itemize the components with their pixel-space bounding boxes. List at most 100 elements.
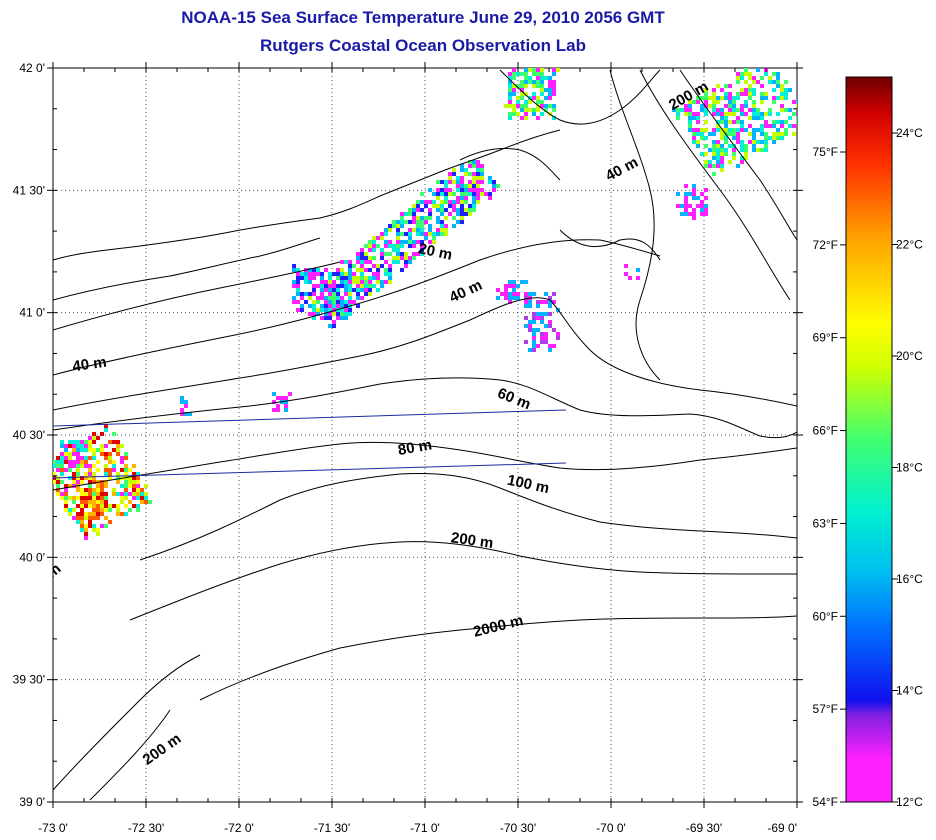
sst-pixel [480, 168, 484, 172]
sst-pixel [704, 104, 708, 108]
sst-pixel [516, 284, 520, 288]
sst-pixel [732, 104, 736, 108]
sst-pixel [328, 312, 332, 316]
sst-pixel [724, 92, 728, 96]
sst-pixel [136, 504, 140, 508]
sst-pixel [780, 136, 784, 140]
sst-pixel [520, 92, 524, 96]
sst-pixel [748, 84, 752, 88]
sst-pixel [276, 396, 280, 400]
sst-pixel [696, 140, 700, 144]
sst-pixel [88, 516, 92, 520]
sst-pixel [456, 212, 460, 216]
sst-pixel [440, 204, 444, 208]
lon-label: -69 0' [767, 821, 797, 835]
sst-pixel [684, 200, 688, 204]
sst-pixel [404, 256, 408, 260]
sst-pixel [740, 76, 744, 80]
sst-pixel [552, 72, 556, 76]
sst-pixel [396, 240, 400, 244]
sst-pixel [112, 448, 116, 452]
sst-pixel [528, 76, 532, 80]
sst-pixel [472, 192, 476, 196]
sst-pixel [72, 480, 76, 484]
sst-pixel [284, 400, 288, 404]
sst-pixel [104, 500, 108, 504]
sst-pixel [728, 144, 732, 148]
sst-pixel [552, 92, 556, 96]
sst-pixel [88, 448, 92, 452]
sst-pixel [744, 88, 748, 92]
sst-pixel [548, 320, 552, 324]
sst-pixel [700, 136, 704, 140]
sst-pixel [744, 92, 748, 96]
sst-pixel [296, 284, 300, 288]
sst-pixel [352, 264, 356, 268]
sst-pixel [324, 304, 328, 308]
sst-pixel [768, 80, 772, 84]
lon-label: -71 30' [314, 821, 350, 835]
sst-pixel [460, 220, 464, 224]
sst-pixel [768, 112, 772, 116]
sst-pixel [684, 212, 688, 216]
sst-pixel [80, 456, 84, 460]
sst-pixel [296, 308, 300, 312]
sst-pixel [360, 284, 364, 288]
sst-pixel [92, 528, 96, 532]
sst-pixel [408, 244, 412, 248]
sst-pixel [704, 208, 708, 212]
sst-pixel [440, 200, 444, 204]
sst-pixel [60, 444, 64, 448]
contour-200m [129, 541, 797, 621]
sst-pixel [540, 316, 544, 320]
sst-pixel [76, 444, 80, 448]
sst-pixel [728, 104, 732, 108]
sst-pixel [804, 124, 808, 128]
sst-pixel [108, 476, 112, 480]
sst-pixel [68, 484, 72, 488]
sst-pixel [324, 308, 328, 312]
sst-pixel [84, 492, 88, 496]
sst-pixel [364, 244, 368, 248]
sst-pixel [116, 504, 120, 508]
sst-pixel [396, 228, 400, 232]
sst-pixel [88, 464, 92, 468]
sst-pixel [468, 160, 472, 164]
sst-pixel [712, 172, 716, 176]
sst-pixel [112, 432, 116, 436]
sst-pixel [356, 260, 360, 264]
sst-pixel [680, 204, 684, 208]
sst-pixel [348, 272, 352, 276]
sst-pixel [96, 492, 100, 496]
sst-pixel [748, 140, 752, 144]
sst-pixel [776, 128, 780, 132]
sst-pixel [764, 60, 768, 64]
sst-pixel [104, 484, 108, 488]
sst-pixel [760, 116, 764, 120]
sst-pixel [76, 460, 80, 464]
sst-pixel [680, 108, 684, 112]
sst-pixel [144, 492, 148, 496]
sst-pixel [780, 84, 784, 88]
sst-pixel [380, 284, 384, 288]
sst-pixel [776, 72, 780, 76]
sst-pixel [376, 264, 380, 268]
sst-pixel [336, 268, 340, 272]
sst-pixel [128, 476, 132, 480]
sst-pixel [536, 316, 540, 320]
sst-pixel [340, 260, 344, 264]
sst-pixel [88, 492, 92, 496]
sst-pixel [460, 200, 464, 204]
sst-pixel [396, 244, 400, 248]
sst-pixel [88, 472, 92, 476]
sst-pixel [72, 452, 76, 456]
sst-pixel [432, 192, 436, 196]
sst-pixel [456, 200, 460, 204]
sst-pixel [464, 200, 468, 204]
sst-pixel [68, 508, 72, 512]
sst-pixel [76, 464, 80, 468]
sst-pixel [712, 140, 716, 144]
sst-pixel [736, 116, 740, 120]
sst-pixel [72, 440, 76, 444]
sst-pixel [448, 204, 452, 208]
